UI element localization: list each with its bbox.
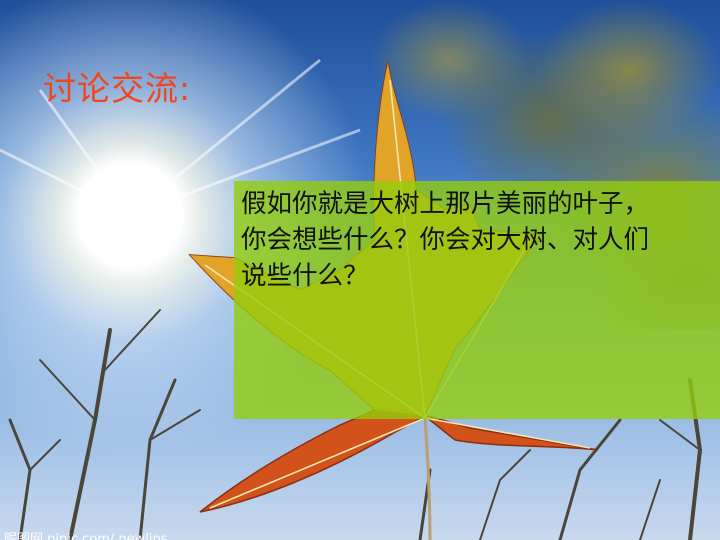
question-panel: [234, 181, 720, 419]
question-text: 假如你就是大树上那片美丽的叶子，你会想些什么？你会对大树、对人们说些什么？: [241, 189, 650, 291]
slide-title: 讨论交流:: [43, 69, 192, 108]
sun-rays: [0, 58, 361, 217]
bare-branches: [8, 309, 703, 540]
watermark-text: 昵图网 nipic.com/ newlips: [4, 532, 168, 540]
